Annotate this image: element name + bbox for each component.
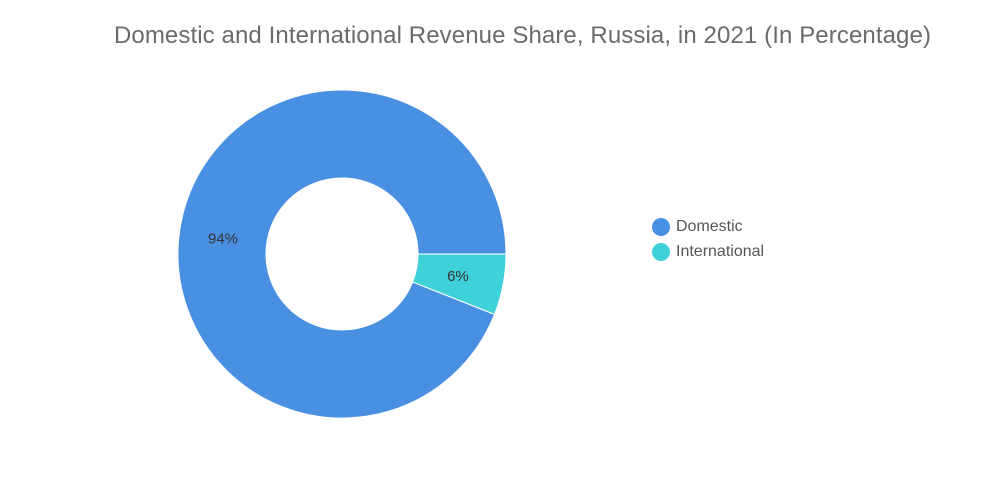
chart-title: Domestic and International Revenue Share… (113, 22, 932, 49)
legend-item-international[interactable]: International (652, 239, 764, 264)
slice-international[interactable] (412, 253, 507, 316)
slice-domestic[interactable] (177, 89, 507, 419)
slices-group (177, 89, 507, 419)
legend-label-domestic: Domestic (676, 217, 743, 235)
legend: Domestic International (652, 214, 764, 264)
slice-label-domestic: 94% (208, 230, 238, 247)
legend-label-international: International (676, 242, 765, 260)
legend-swatch-domestic (652, 217, 670, 236)
legend-swatch-international (652, 242, 670, 261)
slice-label-international: 6% (447, 268, 469, 285)
legend-item-domestic[interactable]: Domestic (652, 214, 764, 239)
labels-group: 94% 6% (208, 230, 469, 285)
